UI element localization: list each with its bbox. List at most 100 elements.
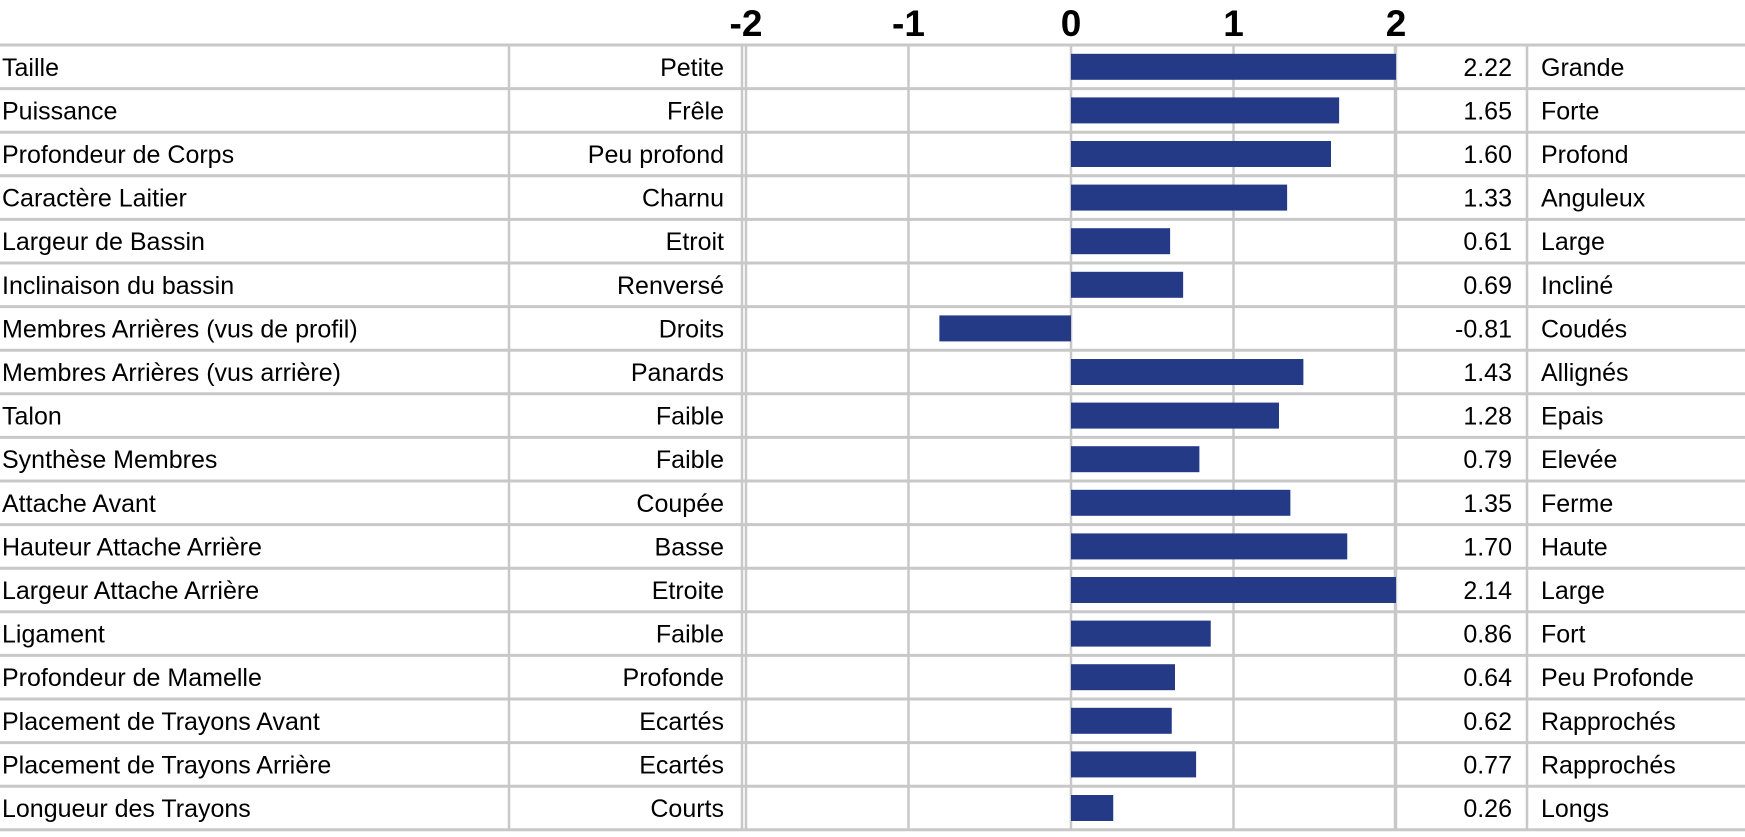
x-tick-label: 0 [1061, 3, 1082, 44]
high-end-label: Grande [1541, 54, 1624, 82]
high-end-label: Elevée [1541, 446, 1617, 474]
row-labels: Taille Petite 2.22 Grande Puissance Frêle 1.65… [2, 54, 1694, 823]
bar [1071, 489, 1291, 516]
trait-label: Synthèse Membres [2, 446, 217, 474]
value-label: 1.70 [1463, 533, 1512, 561]
trait-label: Profondeur de Corps [2, 141, 234, 169]
bar [939, 315, 1071, 342]
trait-label: Inclinaison du bassin [2, 272, 234, 300]
value-label: 0.64 [1463, 664, 1512, 692]
high-end-label: Allignés [1541, 359, 1629, 387]
high-end-label: Large [1541, 577, 1605, 605]
bar [1071, 533, 1348, 560]
low-end-label: Peu profond [588, 141, 724, 169]
high-end-label: Incliné [1541, 272, 1613, 300]
low-end-label: Droits [659, 315, 724, 343]
low-end-label: Faible [656, 446, 724, 474]
value-label: 0.69 [1463, 272, 1512, 300]
high-end-label: Epais [1541, 403, 1604, 431]
value-label: 1.65 [1463, 97, 1512, 125]
low-end-label: Panards [631, 359, 724, 387]
bar [1071, 707, 1172, 734]
high-end-label: Coudés [1541, 315, 1627, 343]
trait-label: Membres Arrières (vus de profil) [2, 315, 358, 343]
value-label: 0.26 [1463, 795, 1512, 823]
bar [1071, 620, 1211, 647]
low-end-label: Frêle [667, 97, 724, 125]
trait-label: Ligament [2, 621, 105, 649]
x-tick-label: 2 [1386, 3, 1407, 44]
value-label: 0.79 [1463, 446, 1512, 474]
low-end-label: Coupée [636, 490, 724, 518]
x-tick-label: 1 [1223, 3, 1244, 44]
trait-label: Longueur des Trayons [2, 795, 251, 823]
x-tick-label: -1 [892, 3, 925, 44]
bar [1071, 402, 1279, 429]
bar [1071, 141, 1331, 167]
low-end-label: Etroite [652, 577, 724, 605]
value-label: 1.35 [1463, 490, 1512, 518]
low-end-label: Faible [656, 621, 724, 649]
bar [1071, 577, 1396, 603]
value-label: 1.43 [1463, 359, 1512, 387]
value-label: -0.81 [1455, 315, 1512, 343]
bar [1071, 795, 1114, 821]
low-end-label: Basse [655, 533, 724, 561]
bar [1071, 228, 1171, 255]
trait-label: Placement de Trayons Arrière [2, 751, 331, 779]
bar [1071, 97, 1340, 124]
high-end-label: Longs [1541, 795, 1609, 823]
low-end-label: Etroit [666, 228, 724, 256]
trait-label: Placement de Trayons Avant [2, 708, 320, 736]
trait-label: Largeur Attache Arrière [2, 577, 259, 605]
low-end-label: Ecartés [639, 751, 724, 779]
high-end-label: Rapprochés [1541, 708, 1676, 736]
high-end-label: Fort [1541, 621, 1586, 649]
trait-label: Profondeur de Mamelle [2, 664, 262, 692]
value-label: 0.86 [1463, 621, 1512, 649]
trait-label: Talon [2, 403, 62, 431]
trait-label: Attache Avant [2, 490, 156, 518]
value-label: 0.77 [1463, 751, 1512, 779]
high-end-label: Large [1541, 228, 1605, 256]
value-label: 0.61 [1463, 228, 1512, 256]
bar [1071, 53, 1396, 80]
bar [1071, 359, 1304, 385]
bars [939, 53, 1396, 821]
value-label: 1.60 [1463, 141, 1512, 169]
trait-label: Caractère Laitier [2, 185, 187, 213]
bar [1071, 184, 1288, 211]
low-end-label: Ecartés [639, 708, 724, 736]
trait-label: Hauteur Attache Arrière [2, 533, 262, 561]
high-end-label: Profond [1541, 141, 1629, 169]
value-label: 2.14 [1463, 577, 1512, 605]
bar [1071, 751, 1197, 778]
high-end-label: Haute [1541, 533, 1608, 561]
value-label: 0.62 [1463, 708, 1512, 736]
high-end-label: Rapprochés [1541, 751, 1676, 779]
low-end-label: Profonde [623, 664, 724, 692]
grid-lines [0, 43, 1745, 832]
high-end-label: Anguleux [1541, 185, 1646, 213]
high-end-label: Ferme [1541, 490, 1613, 518]
low-end-label: Courts [650, 795, 724, 823]
low-end-label: Petite [660, 54, 724, 82]
high-end-label: Forte [1541, 97, 1599, 125]
low-end-label: Faible [656, 403, 724, 431]
bar [1071, 271, 1184, 298]
value-label: 1.28 [1463, 403, 1512, 431]
bar [1071, 664, 1175, 691]
trait-label: Taille [2, 54, 59, 82]
x-tick-labels: -2 -1 0 1 2 [730, 3, 1407, 44]
bar [1071, 446, 1200, 473]
value-label: 1.33 [1463, 185, 1512, 213]
trait-label: Puissance [2, 97, 117, 125]
low-end-label: Charnu [642, 185, 724, 213]
high-end-label: Peu Profonde [1541, 664, 1694, 692]
low-end-label: Renversé [617, 272, 724, 300]
x-tick-label: -2 [730, 3, 763, 44]
trait-label: Largeur de Bassin [2, 228, 205, 256]
trait-label: Membres Arrières (vus arrière) [2, 359, 341, 387]
value-label: 2.22 [1463, 54, 1512, 82]
